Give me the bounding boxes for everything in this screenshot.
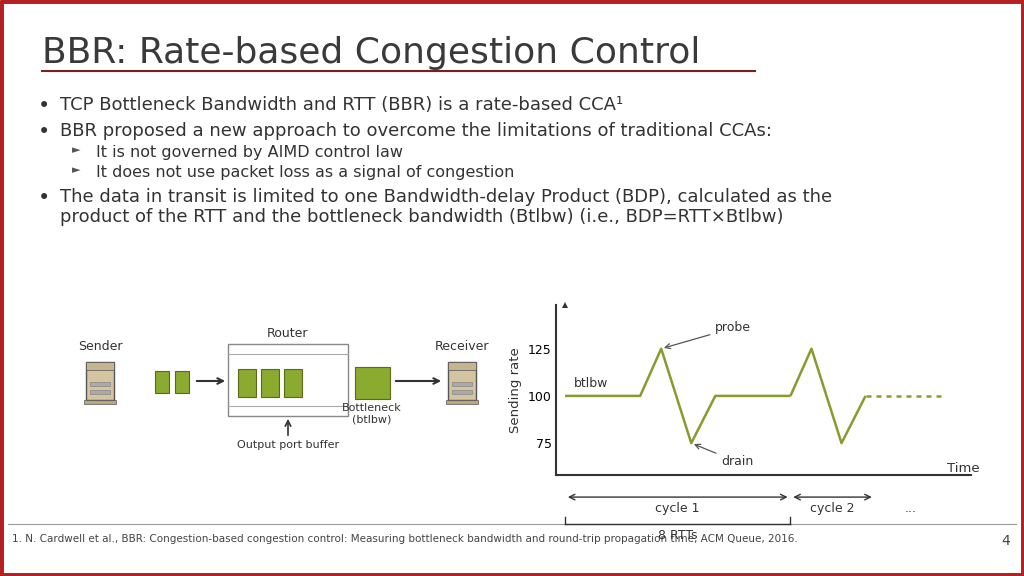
Text: cycle 2: cycle 2 bbox=[810, 502, 855, 515]
Bar bbox=[452, 382, 472, 386]
Text: drain: drain bbox=[695, 444, 754, 468]
Text: product of the RTT and the bottleneck bandwidth (Btlbw) (i.e., BDP=RTT×Btlbw): product of the RTT and the bottleneck ba… bbox=[60, 208, 783, 226]
Text: ►: ► bbox=[72, 145, 81, 155]
Text: probe: probe bbox=[666, 321, 752, 348]
Text: 4: 4 bbox=[1001, 534, 1010, 548]
Bar bbox=[449, 362, 476, 400]
Bar bbox=[261, 369, 279, 397]
Bar bbox=[449, 362, 476, 370]
Text: ...: ... bbox=[904, 502, 916, 515]
Text: Router: Router bbox=[267, 327, 309, 340]
Text: Bottleneck
(btlbw): Bottleneck (btlbw) bbox=[342, 403, 401, 425]
Text: •: • bbox=[38, 122, 50, 142]
Y-axis label: Sending rate: Sending rate bbox=[509, 347, 522, 433]
Bar bbox=[86, 362, 114, 400]
Bar bbox=[175, 371, 189, 393]
Text: Sender: Sender bbox=[78, 340, 122, 353]
Bar bbox=[446, 400, 478, 404]
Text: BBR proposed a new approach to overcome the limitations of traditional CCAs:: BBR proposed a new approach to overcome … bbox=[60, 122, 772, 140]
Bar bbox=[90, 382, 110, 386]
Text: It does not use packet loss as a signal of congestion: It does not use packet loss as a signal … bbox=[96, 165, 514, 180]
Text: Time: Time bbox=[947, 462, 980, 475]
Text: The data in transit is limited to one Bandwidth-delay Product (BDP), calculated : The data in transit is limited to one Ba… bbox=[60, 188, 833, 206]
Text: •: • bbox=[38, 96, 50, 116]
Text: btlbw: btlbw bbox=[574, 377, 608, 391]
Bar bbox=[228, 344, 348, 416]
Bar bbox=[84, 400, 116, 404]
Bar bbox=[90, 390, 110, 394]
Text: BBR: Rate-based Congestion Control: BBR: Rate-based Congestion Control bbox=[42, 36, 700, 70]
Bar bbox=[452, 390, 472, 394]
Bar bbox=[238, 369, 256, 397]
Text: Output port buffer: Output port buffer bbox=[237, 440, 339, 450]
Text: cycle 1: cycle 1 bbox=[655, 502, 700, 515]
Text: 1. N. Cardwell et al., BBR: Congestion-based congestion control: Measuring bottl: 1. N. Cardwell et al., BBR: Congestion-b… bbox=[12, 534, 798, 544]
Text: TCP Bottleneck Bandwidth and RTT (BBR) is a rate-based CCA¹: TCP Bottleneck Bandwidth and RTT (BBR) i… bbox=[60, 96, 624, 114]
Bar bbox=[155, 371, 169, 393]
Text: Receiver: Receiver bbox=[435, 340, 489, 353]
Text: It is not governed by AIMD control law: It is not governed by AIMD control law bbox=[96, 145, 403, 160]
Text: ►: ► bbox=[72, 165, 81, 175]
Bar bbox=[355, 367, 390, 399]
Bar bbox=[284, 369, 302, 397]
Text: 8 RTTs: 8 RTTs bbox=[658, 529, 697, 542]
Text: •: • bbox=[38, 188, 50, 208]
Bar bbox=[86, 362, 114, 370]
